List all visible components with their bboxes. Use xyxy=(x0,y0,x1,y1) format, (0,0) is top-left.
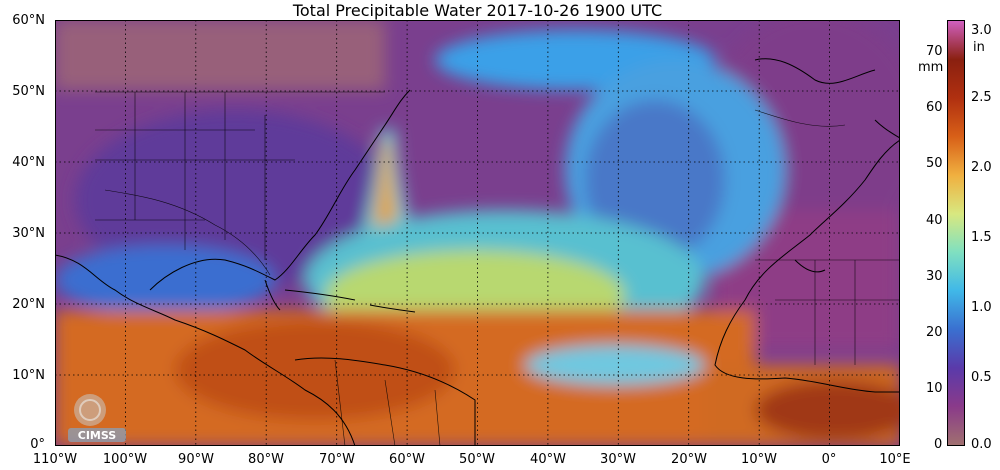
cb-in-1-0: 1.0 xyxy=(971,300,992,315)
cb-mm-unit: mm xyxy=(918,60,944,75)
cimss-logo-text: CIMSS xyxy=(78,429,117,442)
cimss-logo: CIMSS xyxy=(68,394,126,442)
lon-label-0: 0° xyxy=(821,452,837,467)
lon-label-20w: 20°W xyxy=(671,452,707,467)
cb-in-0-0: 0.0 xyxy=(971,437,992,452)
lat-label-10n: 10°N xyxy=(12,368,45,383)
cb-in-1-5: 1.5 xyxy=(971,230,992,245)
cb-in-2-0: 2.0 xyxy=(971,160,992,175)
lon-label-10e: 10°E xyxy=(879,452,911,467)
lon-label-90w: 90°W xyxy=(178,452,214,467)
lon-label-30w: 30°W xyxy=(600,452,636,467)
cb-mm-50: 50 xyxy=(926,156,943,171)
coastlines xyxy=(55,58,900,446)
cb-mm-20: 20 xyxy=(926,325,943,340)
cb-in-unit: in xyxy=(973,40,985,55)
lon-label-60w: 60°W xyxy=(389,452,425,467)
lat-label-0: 0° xyxy=(30,437,45,452)
lon-label-110w: 110°W xyxy=(32,452,78,467)
lat-label-30n: 30°N xyxy=(12,226,45,241)
cb-mm-60: 60 xyxy=(926,100,943,115)
lat-label-50n: 50°N xyxy=(12,84,45,99)
cb-mm-10: 10 xyxy=(926,381,943,396)
borders xyxy=(95,91,900,446)
lat-label-40n: 40°N xyxy=(12,155,45,170)
lon-label-70w: 70°W xyxy=(319,452,355,467)
colorbar xyxy=(947,20,965,446)
lon-label-10w: 10°W xyxy=(741,452,777,467)
lon-label-100w: 100°W xyxy=(102,452,148,467)
cb-in-3-0: 3.0 xyxy=(971,23,992,38)
precipitable-water-map xyxy=(55,20,900,446)
map-title: Total Precipitable Water 2017-10-26 1900… xyxy=(292,1,663,20)
lon-label-40w: 40°W xyxy=(530,452,566,467)
lat-label-20n: 20°N xyxy=(12,297,45,312)
cb-mm-0: 0 xyxy=(934,437,943,452)
cb-mm-30: 30 xyxy=(926,269,943,284)
lon-label-80w: 80°W xyxy=(248,452,284,467)
graticule xyxy=(55,20,900,446)
lat-label-60n: 60°N xyxy=(12,13,45,28)
lon-label-50w: 50°W xyxy=(459,452,495,467)
cb-mm-70: 70 xyxy=(926,44,943,59)
cb-mm-40: 40 xyxy=(926,213,943,228)
cb-in-0-5: 0.5 xyxy=(971,370,992,385)
cb-in-2-5: 2.5 xyxy=(971,90,992,105)
